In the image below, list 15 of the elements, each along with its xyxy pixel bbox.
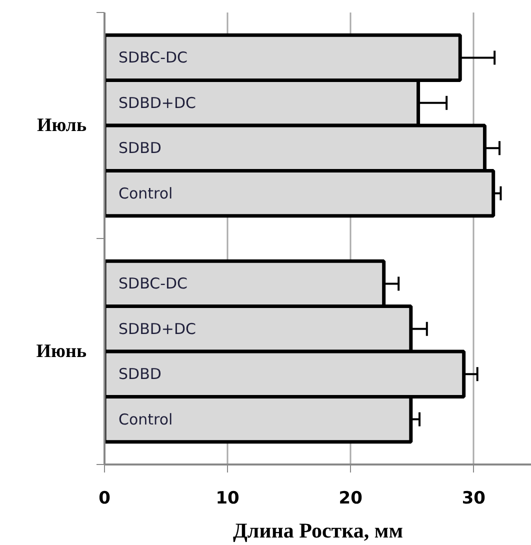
x-tick-label: 0 <box>98 488 111 508</box>
y-tick-label: SDBD <box>118 139 162 158</box>
x-axis-title: Длина Ростка, мм <box>232 518 404 542</box>
text: Июль <box>36 115 87 136</box>
y-tick-label: SDBD+DC <box>118 94 196 112</box>
y-tick-label: Control <box>118 410 173 428</box>
y-tick-label: SDBC-DC <box>118 274 188 293</box>
text: Июнь <box>36 341 87 362</box>
x-tick-label: 10 <box>216 488 240 508</box>
y-tick-label: SDBD <box>118 365 162 384</box>
y-tick-label: SDBD+DC <box>118 320 196 338</box>
y-tick-label: Control <box>118 184 173 202</box>
y-tick-label: SDBC-DC <box>118 48 188 67</box>
x-tick-label: 30 <box>462 488 486 508</box>
x-tick-label: 20 <box>338 488 363 508</box>
